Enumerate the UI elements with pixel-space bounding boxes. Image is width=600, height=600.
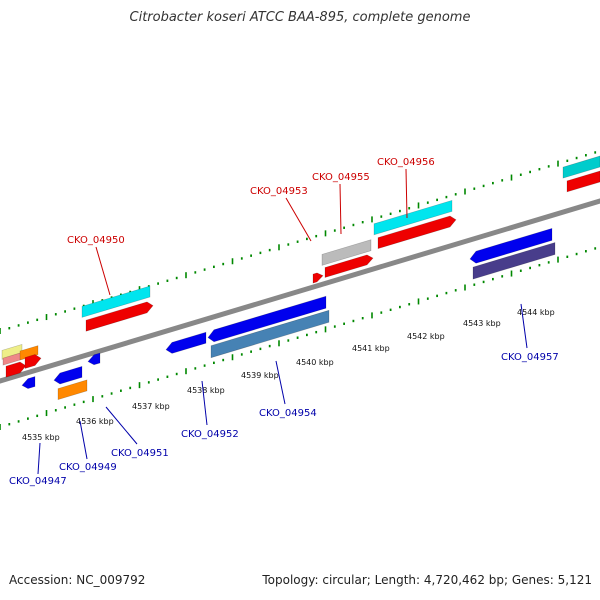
gene-label-top: CKO_04956 xyxy=(377,157,435,168)
gene-cds-forward xyxy=(24,354,42,369)
gene-feature-steelblue xyxy=(210,309,330,359)
gene-label-leader xyxy=(79,420,88,460)
gene-cds-reverse xyxy=(165,331,207,354)
gene-label-top: CKO_04950 xyxy=(67,235,125,246)
gene-cds-reverse xyxy=(207,295,327,343)
gene-cds-reverse xyxy=(53,365,83,385)
scale-label: 4536 kbp xyxy=(76,417,114,426)
accession-label: Accession: NC_009792 xyxy=(9,573,146,587)
gene-label-leader xyxy=(520,303,528,349)
scale-label: 4542 kbp xyxy=(407,332,445,341)
gene-label-leader xyxy=(201,380,208,426)
gene-label-leader xyxy=(275,360,286,405)
gene-cds-reverse xyxy=(469,227,553,264)
gene-label-leader xyxy=(285,197,312,242)
gene-label-top: CKO_04953 xyxy=(250,186,308,197)
genome-summary: Topology: circular; Length: 4,720,462 bp… xyxy=(262,573,592,587)
gene-feature-grey xyxy=(321,239,372,266)
gene-label-bottom: CKO_04949 xyxy=(59,462,117,473)
gene-feature-cyan xyxy=(373,199,453,236)
gene-cds-reverse xyxy=(87,352,101,366)
gene-cds-forward xyxy=(312,272,324,284)
gene-feature-cyan xyxy=(562,155,600,179)
scale-label: 4543 kbp xyxy=(463,319,501,328)
gene-label-leader xyxy=(339,183,342,235)
gene-cds-reverse xyxy=(21,376,36,389)
scale-label: 4540 kbp xyxy=(296,358,334,367)
scale-label: 4537 kbp xyxy=(132,402,170,411)
gene-cds-forward xyxy=(85,301,154,332)
gene-cds-forward xyxy=(5,361,27,378)
gene-feature-orange xyxy=(57,379,88,401)
gene-label-top: CKO_04955 xyxy=(312,172,370,183)
gene-label-bottom: CKO_04957 xyxy=(501,352,559,363)
gene-label-leader xyxy=(405,168,408,219)
scale-label: 4535 kbp xyxy=(22,433,60,442)
scale-label: 4539 kbp xyxy=(241,371,279,380)
gene-cds-forward xyxy=(566,170,600,193)
gene-label-bottom: CKO_04952 xyxy=(181,429,239,440)
scale-label: 4541 kbp xyxy=(352,344,390,353)
gene-feature-slateblue xyxy=(472,242,556,280)
scale-label: 4538 kbp xyxy=(187,386,225,395)
gene-feature-cyan xyxy=(81,285,151,318)
gene-label-leader xyxy=(37,442,41,475)
map-title: Citrobacter koseri ATCC BAA-895, complet… xyxy=(129,10,471,25)
gene-label-leader xyxy=(95,246,111,296)
gene-label-bottom: CKO_04947 xyxy=(9,476,67,487)
genome-backbone xyxy=(0,198,600,384)
scale-label: 4544 kbp xyxy=(517,308,555,317)
gene-label-bottom: CKO_04954 xyxy=(259,408,317,419)
gene-cds-forward xyxy=(377,215,457,250)
gene-label-leader xyxy=(105,406,138,445)
gene-feature-orange xyxy=(19,345,39,361)
gene-label-bottom: CKO_04951 xyxy=(111,448,169,459)
gene-cds-forward xyxy=(324,254,374,278)
